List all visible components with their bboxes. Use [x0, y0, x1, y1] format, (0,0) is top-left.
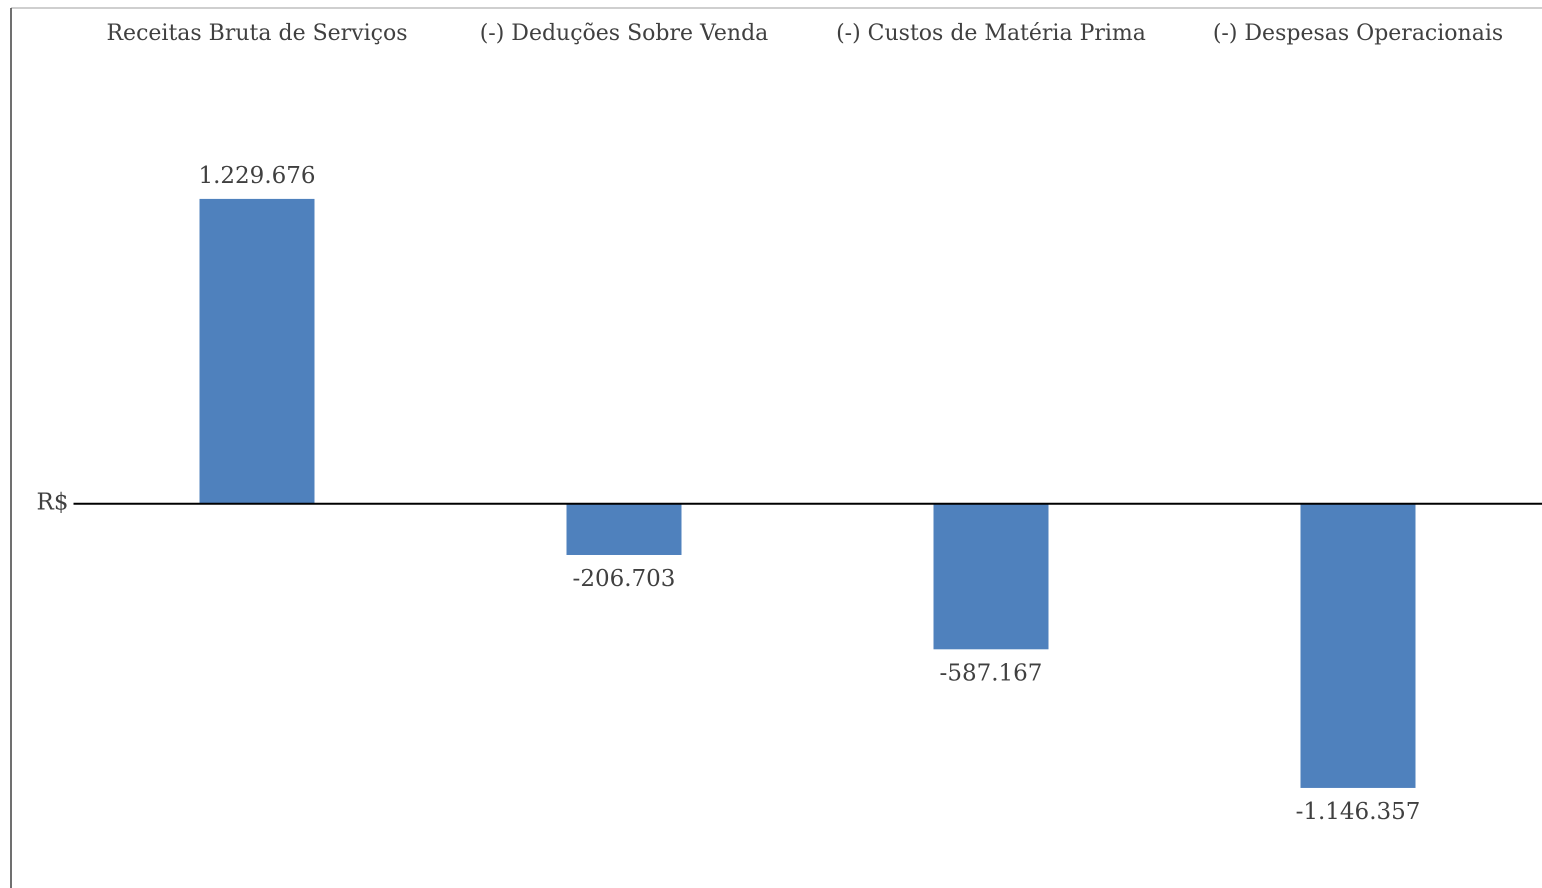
y-tick-label: R$	[37, 490, 69, 516]
data-label: -206.703	[573, 566, 676, 592]
category-label: (-) Custos de Matéria Prima	[836, 21, 1146, 46]
bar	[199, 198, 315, 504]
data-label: -1.146.357	[1296, 799, 1421, 825]
category-label: (-) Deduções Sobre Venda	[480, 21, 769, 46]
data-label: 1.229.676	[198, 163, 315, 189]
category-label: Receitas Bruta de Serviços	[106, 21, 407, 46]
category-label: (-) Despesas Operacionais	[1213, 21, 1503, 46]
bar	[566, 503, 682, 555]
bar	[933, 503, 1049, 650]
data-label: -587.167	[940, 660, 1043, 686]
bar	[1300, 503, 1416, 788]
